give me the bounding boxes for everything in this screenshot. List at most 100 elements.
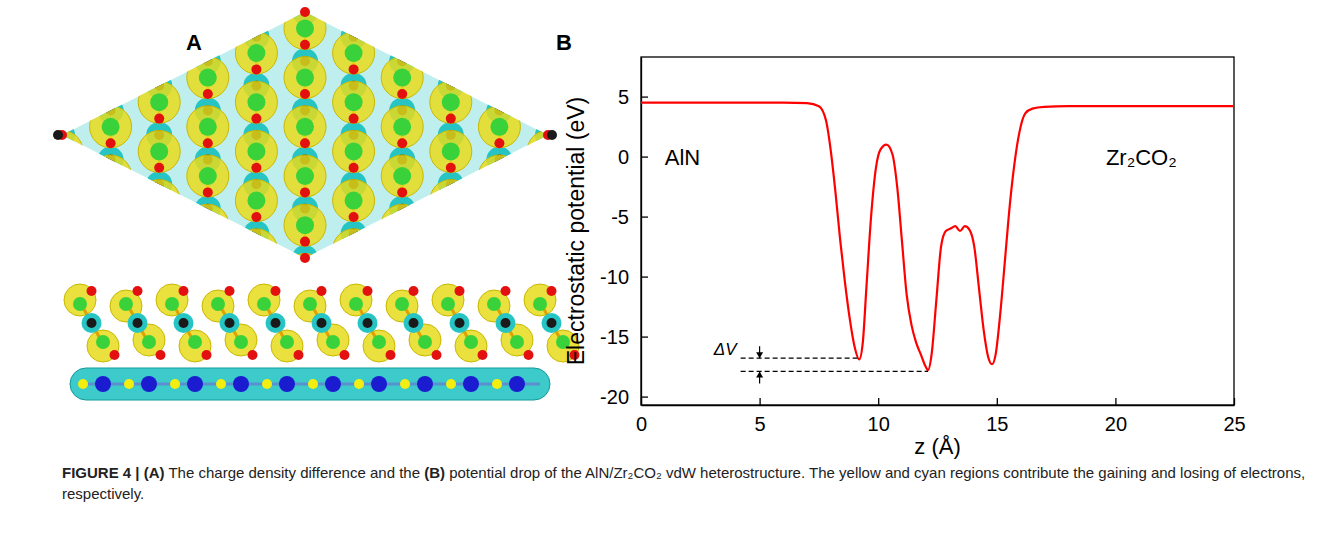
charge-loss [49,73,75,99]
charge-gain [363,330,395,362]
bond [304,274,307,290]
bond [61,151,64,167]
delta-v-arrowhead [756,371,763,377]
charge-gain [41,180,83,222]
o-atom [300,187,310,197]
o-atom [294,350,304,360]
zr-atom [280,335,294,349]
y-tick-label: -10 [600,266,629,288]
y-tick-mark [641,336,648,337]
charge-gain [179,330,211,362]
bond [644,151,647,167]
zr-atom [588,118,606,136]
bond [352,250,355,266]
bond [304,324,307,340]
bond [547,102,550,118]
charge-gain [284,7,326,49]
charge-loss [358,313,378,333]
o-atom [300,0,310,1]
charge-gain [248,284,280,316]
charge-loss [174,313,194,333]
o-atom [349,212,359,222]
charge-gain [430,180,472,222]
zr-atom [296,167,314,185]
o-atom [397,187,407,197]
charge-loss [389,245,415,271]
bond [109,225,112,241]
o-atom [8,187,18,197]
y-tick: -15 [600,326,648,348]
o-atom [501,286,511,296]
carbon-atom [547,318,557,328]
charge-gain [90,204,132,246]
o-atom [349,64,359,74]
zr-atom [296,265,314,283]
o-atom [57,114,67,124]
charge-gain [333,180,375,222]
carbon-atom [300,253,310,263]
caption-text: The charge density difference and the [165,464,425,481]
o-atom [349,114,359,124]
y-axis: -20-15-10-505 [600,58,648,408]
charge-gain [284,0,326,1]
caption-space [140,464,144,481]
x-tick: 25 [1223,398,1245,435]
zr-atom [199,118,217,136]
charge-gain [187,204,229,246]
al-atom [354,379,364,389]
charge-gain [90,106,132,148]
charge-gain [235,180,277,222]
o-atom [57,163,67,173]
carbon-atom [57,81,67,91]
charge-gain [624,130,666,172]
charge-gain [333,130,375,172]
charge-loss [450,313,470,333]
carbon-atom [494,56,504,66]
charge-gain [478,57,520,99]
zr-atom [345,44,363,62]
n-atom [187,376,203,392]
o-atom [154,163,164,173]
charge-loss [404,313,424,333]
x-tick: 5 [755,398,766,435]
x-tick-mark [1115,398,1116,405]
o-atom [203,237,213,247]
charge-loss [195,245,221,271]
zr-atom [636,142,654,160]
zr-atom [464,335,478,349]
al-atom [124,379,134,389]
x-tick-mark [997,398,998,405]
o-atom [154,212,164,222]
n-atom [371,376,387,392]
carbon-atom [363,318,373,328]
charge-loss [341,0,367,1]
o-atom [397,89,407,99]
figure: AB0510152025-20-15-10-505z (Å)Electrosta… [0,0,1344,545]
delta-v-level [741,358,860,359]
zr-atom [142,335,156,349]
zr-atom [247,241,265,259]
charge-gain [138,130,180,172]
charge-gain [138,81,180,123]
carbon-atom [154,228,164,238]
o-atom [340,350,350,360]
charge-loss [146,24,172,50]
n-atom [463,376,479,392]
charge-gain [187,7,229,49]
o-atom [363,286,373,296]
charge-loss [535,171,561,197]
charge-gain [381,204,423,246]
x-tick-label: 25 [1223,413,1245,435]
o-atom [547,286,557,296]
zr-atom [441,297,455,311]
zr-atom [345,142,363,160]
charge-gain [478,106,520,148]
charge-gain [478,204,520,246]
carbon-atom [300,7,310,17]
n-atom [233,376,249,392]
charge-gain [138,180,180,222]
charge-loss [82,313,102,333]
charge-gain [64,284,96,316]
charge-gain [235,0,277,25]
x-axis: 0510152025 [636,398,1246,435]
